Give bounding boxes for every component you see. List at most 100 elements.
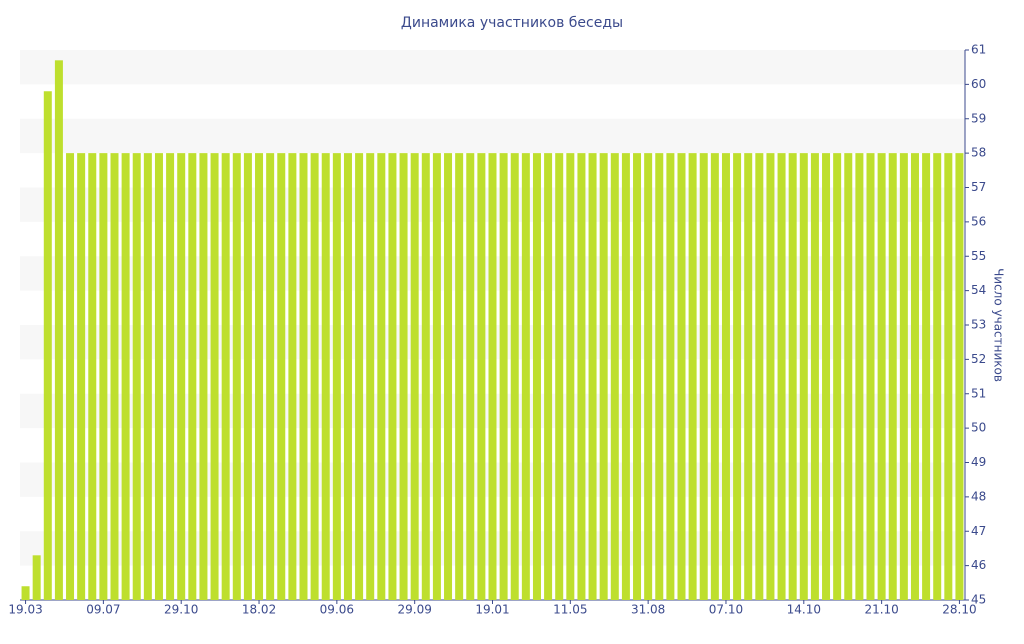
bar bbox=[243, 153, 252, 600]
bar bbox=[466, 153, 475, 600]
bar bbox=[366, 153, 375, 600]
bar bbox=[310, 153, 319, 600]
bar bbox=[132, 153, 141, 600]
y-tick-label: 53 bbox=[971, 318, 986, 332]
bar bbox=[54, 60, 63, 600]
y-tick-label: 45 bbox=[971, 593, 986, 607]
bar bbox=[888, 153, 897, 600]
y-tick-label: 52 bbox=[971, 352, 986, 366]
bar bbox=[99, 153, 108, 600]
bar bbox=[922, 153, 931, 600]
y-tick-label: 57 bbox=[971, 180, 986, 194]
bar bbox=[488, 153, 497, 600]
bar bbox=[910, 153, 919, 600]
bar bbox=[655, 153, 664, 600]
bar bbox=[644, 153, 653, 600]
bar bbox=[822, 153, 831, 600]
grid-band bbox=[20, 118, 965, 154]
bar bbox=[688, 153, 697, 600]
y-axis-label: Число участников bbox=[992, 268, 1006, 382]
bar bbox=[532, 153, 541, 600]
bar bbox=[510, 153, 519, 600]
bar bbox=[388, 153, 397, 600]
bar bbox=[477, 153, 486, 600]
bar bbox=[77, 153, 86, 600]
bar bbox=[810, 153, 819, 600]
bar bbox=[332, 153, 341, 600]
bar bbox=[88, 153, 97, 600]
bar bbox=[399, 153, 408, 600]
x-tick-label: 29.10 bbox=[164, 603, 198, 617]
bar bbox=[766, 153, 775, 600]
y-tick-label: 51 bbox=[971, 386, 986, 400]
x-tick-label: 19.03 bbox=[8, 603, 42, 617]
y-tick-label: 55 bbox=[971, 249, 986, 263]
bar bbox=[566, 153, 575, 600]
bar bbox=[121, 153, 130, 600]
bar bbox=[299, 153, 308, 600]
bar bbox=[43, 91, 52, 600]
bar bbox=[66, 153, 75, 600]
x-tick-label: 29.09 bbox=[397, 603, 431, 617]
bar bbox=[677, 153, 686, 600]
y-tick-label: 61 bbox=[971, 43, 986, 57]
x-tick-label: 14.10 bbox=[787, 603, 821, 617]
bar bbox=[210, 153, 219, 600]
bar bbox=[410, 153, 419, 600]
bar bbox=[377, 153, 386, 600]
bar bbox=[110, 153, 119, 600]
chart-title: Динамика участников беседы bbox=[401, 15, 623, 31]
bar bbox=[232, 153, 241, 600]
bar bbox=[544, 153, 553, 600]
bar bbox=[944, 153, 953, 600]
bar bbox=[277, 153, 286, 600]
bar bbox=[610, 153, 619, 600]
bar bbox=[710, 153, 719, 600]
y-tick-label: 48 bbox=[971, 489, 986, 503]
bar bbox=[154, 153, 163, 600]
y-tick-label: 47 bbox=[971, 524, 986, 538]
bar bbox=[855, 153, 864, 600]
x-tick-label: 28.10 bbox=[942, 603, 976, 617]
bar bbox=[188, 153, 197, 600]
y-tick-label: 58 bbox=[971, 146, 986, 160]
bar bbox=[755, 153, 764, 600]
bar bbox=[444, 153, 453, 600]
y-tick-label: 54 bbox=[971, 283, 986, 297]
x-tick-label: 11.05 bbox=[553, 603, 587, 617]
bar bbox=[633, 153, 642, 600]
y-tick-label: 60 bbox=[971, 77, 986, 91]
bar bbox=[744, 153, 753, 600]
x-tick-label: 19.01 bbox=[475, 603, 509, 617]
x-tick-label: 21.10 bbox=[864, 603, 898, 617]
bar bbox=[899, 153, 908, 600]
bar bbox=[833, 153, 842, 600]
bar bbox=[844, 153, 853, 600]
bar bbox=[877, 153, 886, 600]
bar bbox=[621, 153, 630, 600]
bar bbox=[555, 153, 564, 600]
bar bbox=[221, 153, 230, 600]
bar bbox=[432, 153, 441, 600]
bar bbox=[955, 153, 964, 600]
bar bbox=[666, 153, 675, 600]
bar bbox=[166, 153, 175, 600]
bar bbox=[343, 153, 352, 600]
bar bbox=[321, 153, 330, 600]
bar bbox=[455, 153, 464, 600]
bar bbox=[355, 153, 364, 600]
bar bbox=[21, 586, 30, 600]
bar bbox=[521, 153, 530, 600]
bar bbox=[421, 153, 430, 600]
bar bbox=[199, 153, 208, 600]
bar bbox=[255, 153, 264, 600]
bar bbox=[288, 153, 297, 600]
bar bbox=[866, 153, 875, 600]
x-tick-label: 09.07 bbox=[86, 603, 120, 617]
bar bbox=[32, 555, 41, 600]
bar bbox=[721, 153, 730, 600]
bar bbox=[577, 153, 586, 600]
bar bbox=[588, 153, 597, 600]
y-tick-label: 59 bbox=[971, 111, 986, 125]
